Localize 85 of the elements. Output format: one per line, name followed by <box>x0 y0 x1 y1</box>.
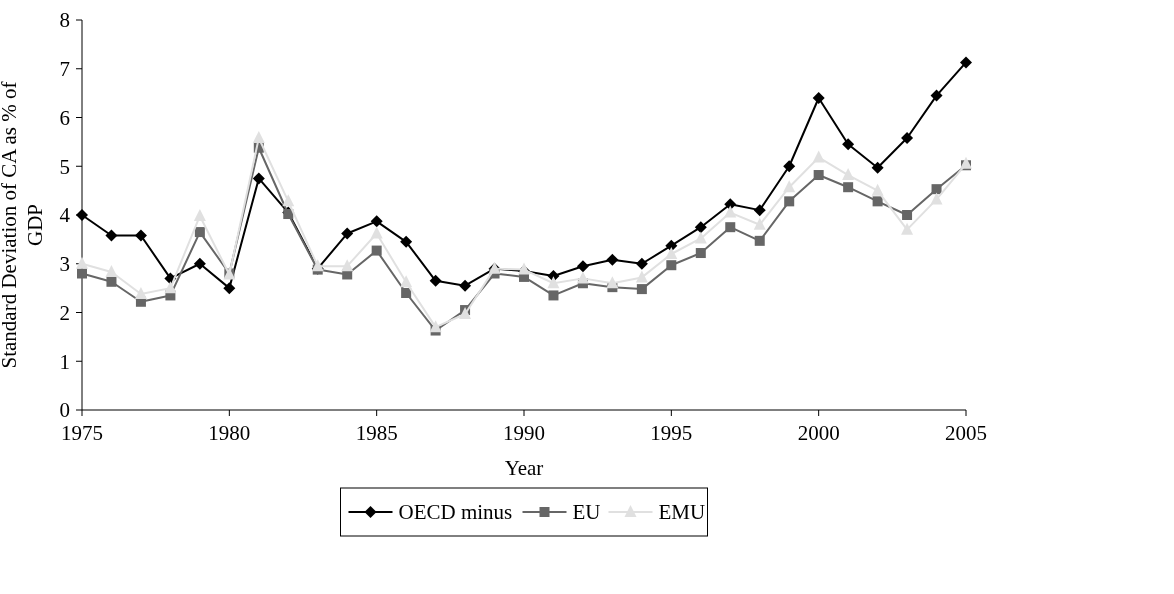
point <box>871 183 884 196</box>
point <box>930 89 943 102</box>
y-tick-label: 4 <box>59 203 71 228</box>
point <box>223 282 236 295</box>
point <box>459 279 472 292</box>
point <box>872 196 883 207</box>
x-axis-title: Year <box>504 456 544 480</box>
x-tick-label: 1990 <box>503 421 545 445</box>
y-axis-title: Standard Deviation of CA as % of GDP <box>0 81 47 369</box>
point <box>843 182 854 193</box>
point <box>960 156 972 169</box>
point <box>429 320 442 333</box>
point <box>636 284 647 295</box>
point <box>931 184 942 195</box>
legend-label: EMU <box>658 500 706 525</box>
x-tick-label: 1985 <box>355 421 398 445</box>
point <box>812 92 825 104</box>
y-tick-label: 1 <box>59 349 70 374</box>
point <box>930 192 943 205</box>
point <box>194 227 205 238</box>
point <box>193 208 206 221</box>
point <box>193 257 206 270</box>
x-tick-label: 1980 <box>208 421 251 445</box>
y-tick-label: 3 <box>59 252 70 277</box>
y-tick-label: 6 <box>59 105 70 130</box>
y-tick-label: 2 <box>59 300 70 325</box>
point <box>666 260 677 271</box>
point <box>813 170 824 181</box>
point <box>635 257 648 270</box>
legend-label: OECD minus <box>398 500 513 525</box>
point <box>77 268 87 279</box>
point <box>576 260 589 273</box>
point <box>784 196 795 207</box>
point <box>695 248 706 259</box>
point <box>901 131 914 144</box>
point <box>164 281 177 294</box>
point <box>753 217 766 230</box>
point <box>252 172 265 185</box>
point <box>694 221 707 234</box>
point <box>606 276 619 289</box>
point <box>401 288 412 298</box>
point <box>105 229 118 242</box>
point <box>724 205 737 218</box>
point <box>871 161 884 174</box>
point <box>76 256 88 269</box>
x-tick-label: 2000 <box>797 421 840 445</box>
y-tick-label: 0 <box>59 398 70 423</box>
point <box>370 226 383 239</box>
legend-label: EU <box>572 500 601 525</box>
point <box>282 194 295 207</box>
point <box>635 270 648 283</box>
x-tick-label: 1995 <box>650 421 693 445</box>
point <box>812 150 825 163</box>
point <box>783 160 796 173</box>
point <box>783 180 796 193</box>
point <box>753 204 766 217</box>
point <box>665 247 678 259</box>
point <box>106 276 117 287</box>
point <box>547 276 560 289</box>
y-tick-label: 7 <box>59 57 70 82</box>
point <box>960 56 972 69</box>
y-tick-label: 5 <box>59 154 70 179</box>
point <box>341 259 354 272</box>
point <box>429 274 442 287</box>
point <box>576 271 589 284</box>
point <box>842 138 855 151</box>
point <box>400 275 413 288</box>
point <box>341 227 354 240</box>
point <box>400 235 413 248</box>
y-tick-label: 8 <box>59 8 70 33</box>
point <box>725 222 736 233</box>
point <box>134 286 147 299</box>
point <box>252 130 265 143</box>
point <box>371 245 382 256</box>
point <box>754 235 765 246</box>
point <box>902 210 913 220</box>
point <box>842 168 855 181</box>
point <box>901 222 914 235</box>
point <box>548 290 559 301</box>
x-tick-label: 2005 <box>945 421 987 445</box>
point <box>370 215 383 228</box>
point <box>694 231 707 244</box>
point <box>134 229 147 242</box>
point <box>606 253 619 266</box>
x-tick-label: 1975 <box>61 421 103 445</box>
